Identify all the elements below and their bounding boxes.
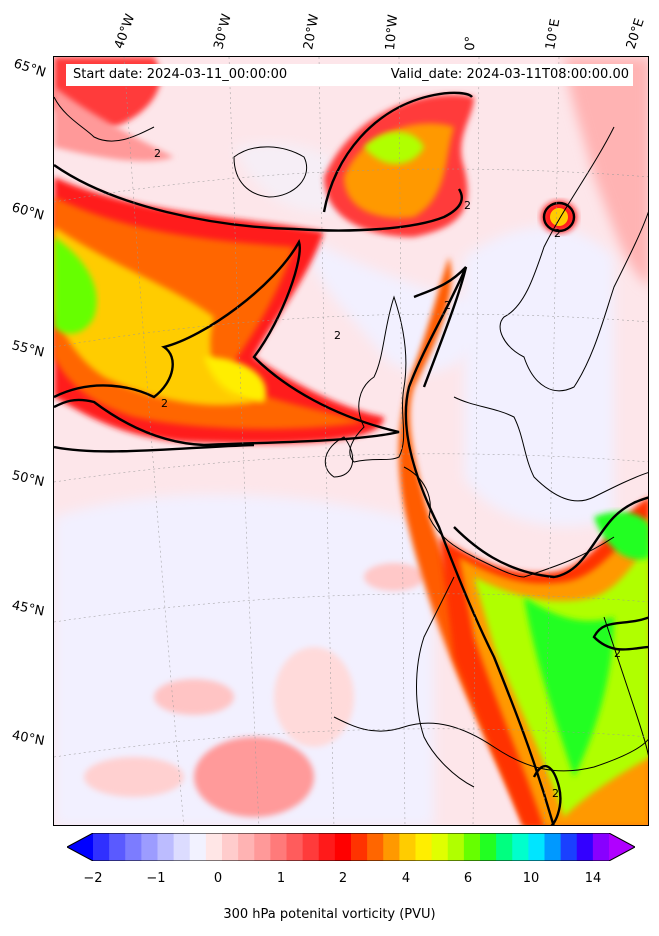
colorbar-tick: 6 bbox=[463, 871, 473, 886]
lat-label-45n: 45°N bbox=[10, 598, 46, 620]
colorbar-segment bbox=[528, 833, 546, 861]
colorbar-segment bbox=[334, 833, 352, 861]
colorbar-extend-min bbox=[67, 833, 93, 861]
colorbar bbox=[67, 833, 635, 861]
colorbar-segment bbox=[109, 833, 126, 861]
valid-date: Valid_date: 2024-03-11T08:00:00.00 bbox=[390, 67, 629, 82]
pv-streamer-west bbox=[54, 177, 384, 444]
colorbar-segment bbox=[560, 833, 578, 861]
contour-label: 2 bbox=[154, 147, 161, 160]
colorbar-segment bbox=[592, 833, 610, 861]
contour-label: 2 bbox=[554, 227, 561, 240]
colorbar-segment bbox=[254, 833, 271, 861]
contour-label: 2 bbox=[334, 329, 341, 342]
colorbar-segment bbox=[447, 833, 465, 861]
pv-map-graphic: 2 2 2 2 2 2 2 2 bbox=[54, 57, 648, 825]
contour-labels: 2 2 2 2 2 2 2 2 bbox=[154, 147, 621, 800]
contour-label: 2 bbox=[161, 397, 168, 410]
colorbar-segment bbox=[125, 833, 142, 861]
moderate-pv-patches bbox=[84, 563, 424, 817]
colorbar-tick: 1 bbox=[276, 871, 286, 886]
date-info-box: Start date: 2024-03-11_00:00:00 Valid_da… bbox=[66, 64, 633, 86]
colorbar-segment bbox=[238, 833, 255, 861]
lon-label-20w: 20°W bbox=[301, 13, 323, 52]
colorbar-segment bbox=[415, 833, 433, 861]
contour-label: 2 bbox=[444, 299, 451, 312]
colorbar-label: 300 hPa potenital vorticity (PVU) bbox=[223, 907, 436, 922]
contour-2pvu bbox=[54, 91, 648, 825]
colorbar-segment bbox=[463, 833, 481, 861]
colorbar-segment bbox=[93, 833, 110, 861]
colorbar-tick: 14 bbox=[584, 871, 602, 886]
colorbar-tick: −2 bbox=[83, 871, 103, 886]
contour-label: 2 bbox=[614, 647, 621, 660]
colorbar-tick: 0 bbox=[213, 871, 223, 886]
colorbar-tick: 4 bbox=[401, 871, 411, 886]
colorbar-segment bbox=[157, 833, 175, 861]
lat-label-55n: 55°N bbox=[10, 338, 46, 361]
colorbar-segment bbox=[512, 833, 529, 861]
colorbar-segment bbox=[576, 833, 594, 861]
colorbar-segment bbox=[367, 833, 384, 861]
lat-label-65n: 65°N bbox=[11, 56, 48, 81]
lon-label-0: 0° bbox=[463, 35, 479, 51]
colorbar-segment bbox=[205, 833, 223, 861]
low-pv-regions bbox=[54, 142, 614, 825]
contour-label: 2 bbox=[464, 199, 471, 212]
colorbar-segment bbox=[302, 833, 320, 861]
colorbar-segment bbox=[496, 833, 513, 861]
graticule bbox=[54, 57, 648, 825]
contour-label: 2 bbox=[552, 787, 559, 800]
colorbar-segment bbox=[399, 833, 417, 861]
lon-label-10w: 10°W bbox=[383, 13, 402, 51]
colorbar-tick: 10 bbox=[522, 871, 540, 886]
colorbar-segment bbox=[383, 833, 400, 861]
colorbar-segment bbox=[480, 833, 497, 861]
lat-label-60n: 60°N bbox=[9, 200, 46, 224]
colorbar-tick: 2 bbox=[338, 871, 348, 886]
colorbar-segment bbox=[544, 833, 562, 861]
colorbar-segment bbox=[351, 833, 368, 861]
colorbar-extend-max bbox=[609, 833, 635, 861]
pv-streamer-coast bbox=[398, 257, 554, 825]
colorbar-segment bbox=[222, 833, 239, 861]
lat-label-40n: 40°N bbox=[10, 728, 46, 750]
colorbar-segment bbox=[270, 833, 288, 861]
colorbar-segment bbox=[173, 833, 191, 861]
coastlines bbox=[54, 96, 648, 788]
colorbar-segment bbox=[286, 833, 304, 861]
lat-label-50n: 50°N bbox=[10, 468, 46, 491]
pv-map: 2 2 2 2 2 2 2 2 bbox=[53, 56, 649, 826]
colorbar-segment bbox=[189, 833, 207, 861]
colorbar-segment bbox=[431, 833, 449, 861]
start-date: Start date: 2024-03-11_00:00:00 bbox=[73, 67, 288, 82]
colorbar-segment bbox=[141, 833, 159, 861]
pv-region-southeast bbox=[439, 498, 648, 825]
lon-label-20e: 20°E bbox=[623, 16, 648, 51]
lon-label-10e: 10°E bbox=[543, 17, 564, 52]
colorbar-segment bbox=[318, 833, 336, 861]
colorbar-tick: −1 bbox=[146, 871, 166, 886]
lon-label-30w: 30°W bbox=[211, 12, 235, 51]
lon-label-40w: 40°W bbox=[111, 12, 139, 51]
